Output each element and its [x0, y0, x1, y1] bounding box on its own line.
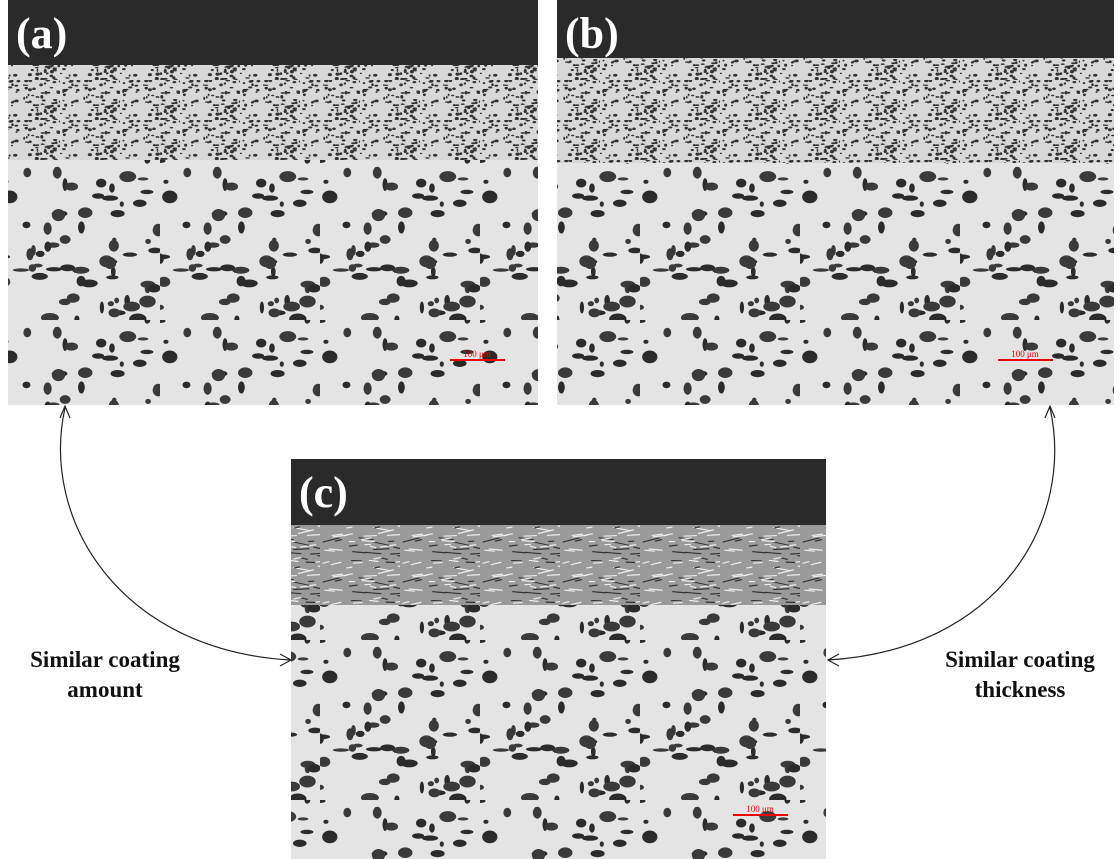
annotation-line: amount: [67, 677, 143, 702]
arrow-left: [61, 408, 290, 660]
micrograph-substrate: [557, 163, 1114, 405]
micrograph-substrate: [8, 160, 538, 405]
annotation-line: Similar coating: [30, 647, 180, 672]
micrograph-coating: [291, 525, 826, 605]
arrowhead: [60, 406, 70, 418]
arrowhead: [1045, 406, 1055, 418]
panel-label: (c): [299, 468, 348, 517]
annotation-line: thickness: [975, 677, 1066, 702]
page: Similar coating amount Similar coating t…: [0, 0, 1120, 859]
scale-bar-label: 100 μm: [463, 349, 491, 359]
scale-bar-label: 100 μm: [1011, 349, 1039, 359]
micrograph-coating: [8, 65, 538, 160]
figure: Similar coating amount Similar coating t…: [0, 0, 1120, 859]
panel-label: (a): [16, 9, 67, 58]
panel-label: (b): [565, 9, 619, 58]
micrograph-coating: [557, 58, 1114, 163]
scale-bar-label: 100 μm: [746, 804, 774, 814]
arrow-right: [828, 408, 1055, 660]
micrograph-substrate: [291, 605, 826, 859]
annotation-line: Similar coating: [945, 647, 1095, 672]
